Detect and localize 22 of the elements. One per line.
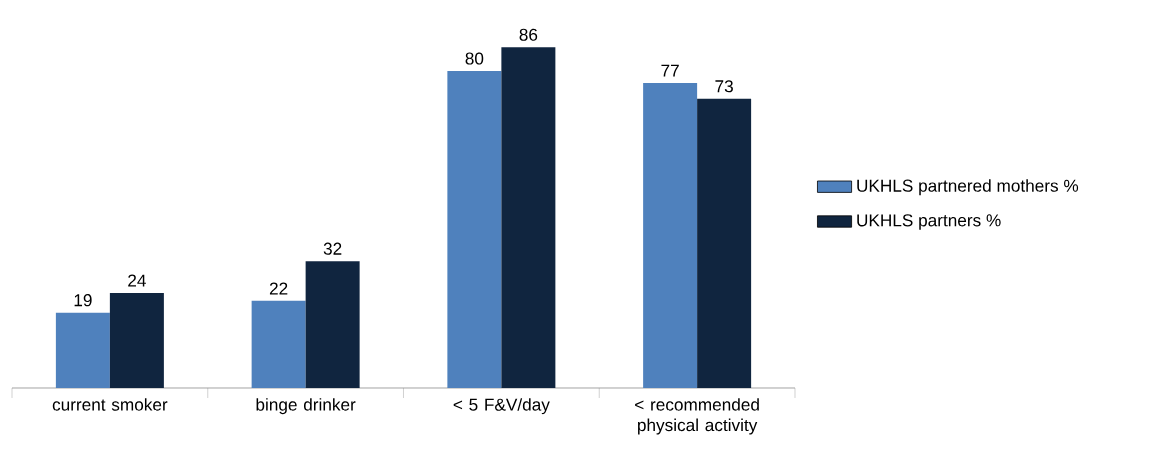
bar <box>697 98 752 388</box>
data-label: 19 <box>74 294 92 307</box>
x-tick-label: < 5 F&V/day <box>453 398 550 415</box>
bar <box>109 292 164 388</box>
data-label: 80 <box>465 52 484 65</box>
bar <box>643 82 698 388</box>
data-label: 86 <box>519 28 538 41</box>
data-label: 73 <box>715 80 733 93</box>
bar <box>251 300 306 388</box>
data-label: 32 <box>323 242 342 255</box>
data-label: 22 <box>269 282 288 295</box>
data-label: 77 <box>661 64 679 77</box>
data-label: 24 <box>128 274 146 287</box>
x-tick-label: current smoker <box>52 398 168 411</box>
legend-label: UKHLS partnered mothers % <box>857 179 1079 196</box>
legend-label: UKHLS partners % <box>857 214 1001 230</box>
bar <box>447 71 502 388</box>
x-tick-label: < recommended physical activity <box>635 398 759 435</box>
bar <box>55 312 110 388</box>
bar <box>305 261 360 388</box>
bar <box>501 47 556 388</box>
x-tick-label: binge drinker <box>256 398 356 415</box>
